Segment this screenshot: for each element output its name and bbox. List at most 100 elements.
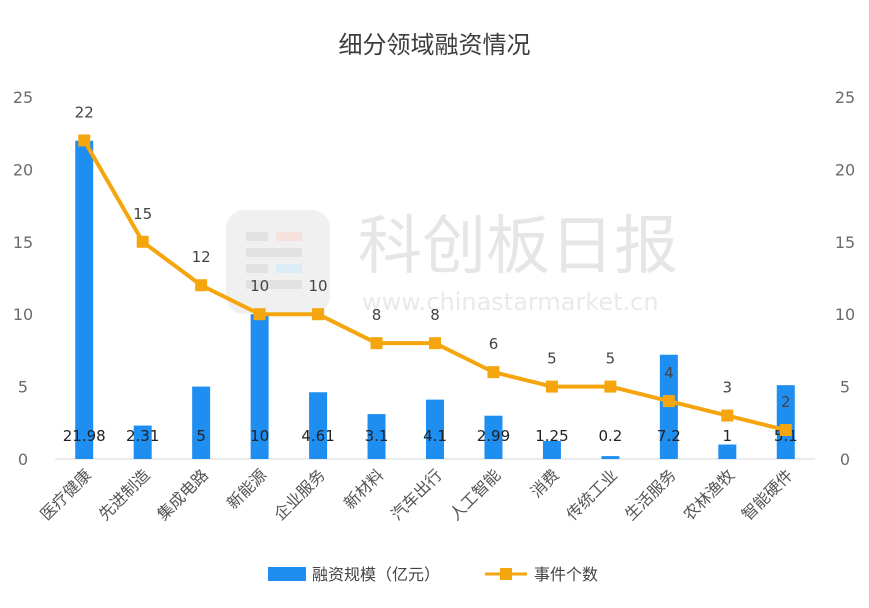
bar — [192, 386, 211, 459]
watermark-logo-block — [276, 232, 302, 241]
y-tick-label: 25 — [13, 88, 33, 107]
category-labels: 医疗健康 先进制造 集成电路 新能源 企业服务 新材料 汽车出行 人工智能 消费 传统工业 生活服务… — [36, 465, 796, 524]
line-data-label: 12 — [192, 248, 211, 266]
y-tick-label: 20 — [13, 160, 33, 179]
line-data-label: 2 — [781, 393, 791, 411]
line-data-label: 8 — [372, 306, 382, 324]
right-axis: 0 5 10 15 20 25 — [835, 88, 855, 469]
category-label: 汽车出行 — [387, 465, 446, 524]
line-marker — [721, 409, 734, 422]
bar — [601, 456, 620, 459]
line-marker — [370, 337, 383, 350]
category-label: 企业服务 — [270, 465, 329, 524]
watermark-logo-block — [276, 264, 302, 273]
category-label: 医疗健康 — [36, 465, 95, 524]
y-tick-label: 10 — [13, 305, 33, 324]
line-marker — [312, 308, 325, 321]
legend-bar-label: 融资规模（亿元） — [312, 565, 440, 584]
category-label: 生活服务 — [621, 465, 680, 524]
category-label: 传统工业 — [563, 465, 622, 524]
line-labels: 22 15 12 10 10 8 8 6 5 5 4 3 2 — [75, 103, 791, 411]
line-data-label: 3 — [723, 379, 733, 397]
bar-data-label: 2.99 — [477, 427, 510, 445]
bar — [484, 415, 503, 459]
bar — [542, 440, 561, 459]
y-tick-label: 15 — [13, 233, 33, 252]
bar-data-label: 10 — [250, 427, 269, 445]
bar-data-label: 5 — [196, 427, 206, 445]
bar-data-label: 1 — [723, 427, 733, 445]
category-label: 新材料 — [340, 465, 387, 512]
y2-tick-label: 20 — [835, 160, 855, 179]
category-label: 集成电路 — [153, 465, 212, 524]
bar-data-label: 1.25 — [535, 427, 568, 445]
line-data-label: 8 — [430, 306, 440, 324]
left-axis: 0 5 10 15 20 25 — [13, 88, 33, 469]
y2-tick-label: 10 — [835, 305, 855, 324]
bar — [250, 314, 269, 459]
bar-data-label: 4.61 — [301, 427, 334, 445]
watermark-logo-block — [246, 280, 302, 289]
line-marker — [78, 134, 91, 147]
y-tick-label: 5 — [18, 378, 28, 397]
y2-tick-label: 15 — [835, 233, 855, 252]
watermark-logo — [226, 210, 330, 314]
line-data-label: 15 — [133, 205, 152, 223]
line-data-label: 4 — [664, 364, 674, 382]
y2-tick-label: 5 — [840, 378, 850, 397]
line-data-label: 22 — [75, 103, 94, 121]
line-marker — [136, 235, 149, 248]
line-marker — [662, 395, 675, 408]
watermark-logo-block — [246, 248, 302, 257]
bar — [718, 444, 737, 459]
category-label: 农林渔牧 — [679, 465, 738, 524]
bar-data-label: 21.98 — [63, 427, 106, 445]
category-label: 人工智能 — [446, 465, 505, 524]
watermark-url: www.chinastarmarket.cn — [362, 288, 659, 316]
bar — [309, 392, 328, 459]
legend: 融资规模（亿元） 事件个数 — [268, 565, 598, 584]
bar-series — [75, 140, 795, 459]
bar — [426, 399, 444, 459]
watermark-logo-block — [246, 264, 268, 273]
category-label: 先进制造 — [95, 465, 154, 524]
line-data-label: 5 — [606, 350, 616, 368]
line-data-label: 5 — [547, 350, 557, 368]
line-marker — [487, 366, 500, 379]
line-marker — [779, 424, 792, 437]
chart-title: 细分领域融资情况 — [339, 31, 531, 59]
bar — [133, 425, 152, 459]
legend-line-marker — [500, 568, 512, 580]
line-marker — [545, 380, 558, 393]
line-marker — [253, 308, 266, 321]
line-marker — [429, 337, 441, 350]
watermark-text: 科创板日报 — [358, 210, 678, 284]
line-series — [78, 134, 792, 437]
watermark: 科创板日报 www.chinastarmarket.cn — [226, 210, 678, 316]
category-label: 新能源 — [223, 465, 270, 512]
bar-data-label: 3.1 — [365, 427, 389, 445]
line-path — [82, 139, 787, 432]
legend-bar-swatch — [268, 567, 306, 581]
y2-tick-label: 25 — [835, 88, 855, 107]
y2-tick-label: 0 — [840, 450, 850, 469]
bar-data-label: 7.2 — [657, 427, 681, 445]
line-marker — [604, 380, 617, 393]
category-label: 智能硬件 — [738, 465, 797, 524]
line-data-label: 10 — [309, 277, 328, 295]
line-marker — [195, 279, 208, 292]
line-data-label: 10 — [250, 277, 269, 295]
bar — [367, 414, 386, 459]
line-data-label: 6 — [489, 335, 499, 353]
bar-data-label: 2.31 — [126, 427, 159, 445]
bar — [75, 140, 94, 459]
legend-line-label: 事件个数 — [534, 565, 598, 584]
bar-data-label: 0.2 — [598, 427, 622, 445]
y-tick-label: 0 — [18, 450, 28, 469]
bar — [776, 385, 795, 459]
bar-data-label: 4.1 — [423, 427, 447, 445]
category-label: 消费 — [527, 465, 563, 501]
watermark-logo-block — [246, 232, 268, 241]
